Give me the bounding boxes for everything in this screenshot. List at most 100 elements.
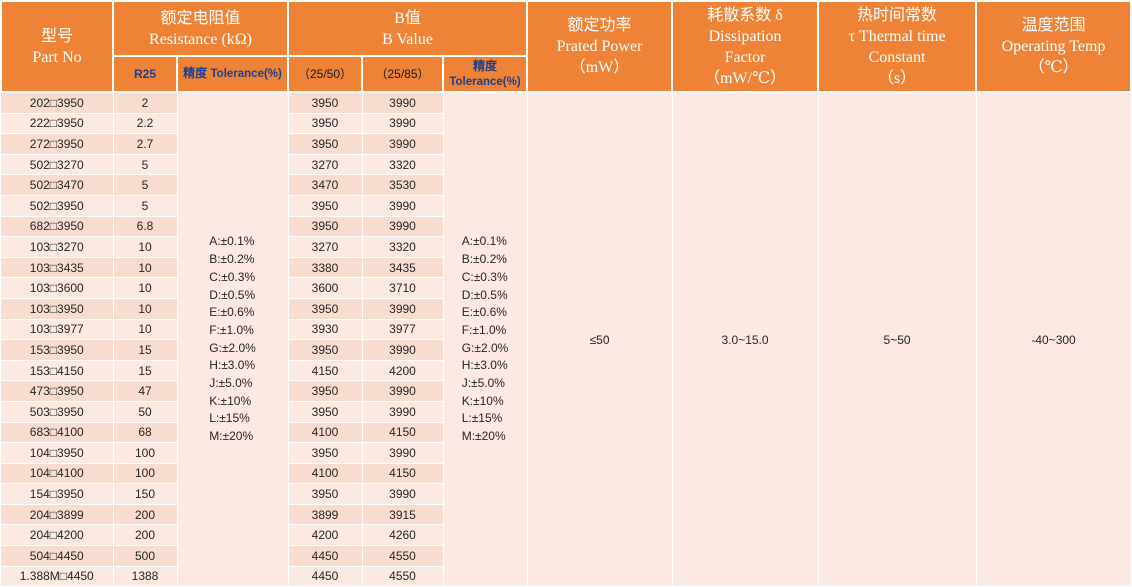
b2585-cell: 4150 — [362, 422, 444, 444]
part-no-cell: 502□3950 — [1, 195, 114, 217]
tolerance-item: G:±2.0% — [461, 340, 509, 355]
header-resistance: 额定电阻值 Resistance (kΩ) — [112, 0, 289, 57]
table-row: 272□3950 2.7 3950 3990 — [1, 133, 1131, 155]
b2585-cell: 3435 — [362, 257, 444, 279]
header-resistance-en: Resistance (kΩ) — [149, 30, 252, 48]
part-no-cell: 503□3950 — [1, 401, 114, 423]
header-dissipation-cn: 耗散系数 δ — [707, 6, 783, 24]
b2585-cell: 3990 — [362, 92, 444, 114]
part-no-cell: 502□3270 — [1, 154, 114, 176]
header-b-tolerance: 精度 Tolerance(%) — [441, 55, 529, 93]
r25-cell: 2.7 — [113, 133, 178, 155]
header-temp: 温度范围 Operating Temp （℃） — [975, 0, 1132, 93]
b2585-cell: 4550 — [362, 566, 444, 587]
b2585-cell: 4150 — [362, 463, 444, 485]
b-tolerance-cell: A:±0.1% B:±0.2% C:±0.3% D:±0.5% E:±0.6% F:±1.… — [443, 92, 528, 587]
header-thermal-en-1: τ Thermal time — [848, 27, 946, 45]
b2550-cell: 3899 — [288, 504, 363, 526]
b2550-cell: 3950 — [288, 92, 363, 114]
part-no-cell: 103□3950 — [1, 298, 114, 320]
table-row: 103□3270 10 3270 3320 — [1, 236, 1131, 258]
thermal-value-cell: 5~50 — [818, 92, 977, 587]
tolerance-item: A:±0.1% — [209, 234, 255, 249]
header-res-tolerance-cn: 精度 — [183, 66, 208, 80]
table-row: 103□3950 10 3950 3990 — [1, 298, 1131, 320]
table-row: 682□3950 6.8 3950 3990 — [1, 216, 1131, 238]
table-body: 202□3950 2 A:±0.1% B:±0.2% C:±0.3% D:±0.5% E:±… — [1, 92, 1132, 587]
part-no-cell: 103□3270 — [1, 236, 114, 258]
part-no-cell: 473□3950 — [1, 380, 114, 402]
header-res-tolerance-en: Tolerance(%) — [210, 68, 282, 80]
table-row: 502□3470 5 3470 3530 — [1, 174, 1131, 196]
tolerance-item: F:±1.0% — [461, 322, 507, 337]
b2585-cell: 3990 — [362, 401, 444, 423]
b2550-cell: 3950 — [288, 113, 363, 135]
tolerance-item: E:±0.6% — [461, 305, 507, 320]
r25-cell: 15 — [113, 360, 178, 382]
b2585-cell: 4200 — [362, 360, 444, 382]
b2550-cell: 3950 — [288, 380, 363, 402]
b2550-cell: 3950 — [288, 339, 363, 361]
tolerance-item: C:±0.3% — [209, 269, 256, 284]
b2585-cell: 4550 — [362, 545, 444, 567]
part-no-cell: 202□3950 — [1, 92, 114, 114]
r25-cell: 2 — [113, 92, 178, 114]
header-thermal-unit: （s） — [877, 69, 917, 87]
tolerance-item: D:±0.5% — [461, 287, 508, 302]
r25-cell: 200 — [113, 504, 178, 526]
header-b2550: （25/50） — [287, 55, 363, 93]
r25-cell: 100 — [113, 442, 178, 464]
b2550-cell: 4450 — [288, 545, 363, 567]
table-row: 154□3950 150 3950 3990 — [1, 483, 1131, 505]
r25-cell: 10 — [113, 236, 178, 258]
r25-cell: 68 — [113, 422, 178, 444]
part-no-cell: 104□4100 — [1, 463, 114, 485]
tolerance-item: J:±5.0% — [461, 376, 505, 391]
r25-cell: 2.2 — [113, 113, 178, 135]
r25-cell: 500 — [113, 545, 178, 567]
part-no-cell: 204□3899 — [1, 504, 114, 526]
r25-cell: 150 — [113, 483, 178, 505]
table-row: 104□3950 100 3950 3990 — [1, 442, 1131, 464]
b2550-cell: 3950 — [288, 401, 363, 423]
table-row: 153□4150 15 4150 4200 — [1, 360, 1131, 382]
part-no-cell: 153□3950 — [1, 339, 114, 361]
tolerance-item: L:±15% — [461, 411, 503, 426]
header-temp-unit: （℃） — [1028, 59, 1079, 76]
b2550-cell: 3270 — [288, 154, 363, 176]
table-row: 502□3950 5 3950 3990 — [1, 195, 1131, 217]
header-temp-en: Operating Temp — [1001, 38, 1106, 55]
header-thermal: 热时间常数 τ Thermal time Constant （s） — [817, 0, 978, 93]
header-power-en: Prated Power — [556, 38, 643, 55]
tolerance-item: B:±0.2% — [209, 252, 255, 267]
tolerance-item: J:±5.0% — [209, 376, 253, 391]
power-value-cell: ≤50 — [527, 92, 673, 587]
b2585-cell: 3990 — [362, 195, 444, 217]
b2550-cell: 3950 — [288, 442, 363, 464]
table-row: 202□3950 2 A:±0.1% B:±0.2% C:±0.3% D:±0.5% E:±… — [1, 92, 1132, 587]
header-power-unit: （mW） — [569, 59, 630, 76]
b2585-cell: 4260 — [362, 524, 444, 547]
r25-cell: 6.8 — [113, 216, 178, 238]
dissipation-value-cell: 3.0~15.0 — [672, 92, 819, 587]
table-row: 204□3899 200 3899 3915 — [1, 504, 1131, 526]
header-thermal-en-2: Constant — [868, 48, 926, 66]
b2550-cell: 3950 — [288, 195, 363, 217]
tolerance-item: A:±0.1% — [461, 234, 507, 249]
table-row: 683□4100 68 4100 4150 — [1, 422, 1131, 444]
b2585-cell: 3990 — [362, 339, 444, 361]
header-power-cn: 额定功率 — [567, 17, 632, 34]
header-dissipation-en-2: Factor — [724, 48, 766, 66]
tolerance-item: M:±20% — [209, 429, 254, 444]
r25-cell: 50 — [113, 401, 178, 423]
b2550-cell: 3380 — [288, 257, 363, 279]
table-row: 502□3270 5 3270 3320 — [1, 154, 1131, 176]
temp-value-cell: -40~300 — [976, 92, 1132, 587]
r25-cell: 10 — [113, 298, 178, 320]
header-b-value: B值 B Value — [286, 0, 529, 57]
r25-cell: 5 — [113, 154, 178, 176]
header-part-no-cn: 型号 — [40, 27, 73, 45]
table-row: 103□3435 10 3380 3435 — [1, 257, 1131, 279]
part-no-cell: 272□3950 — [1, 133, 114, 155]
part-no-cell: 103□3600 — [1, 277, 114, 299]
